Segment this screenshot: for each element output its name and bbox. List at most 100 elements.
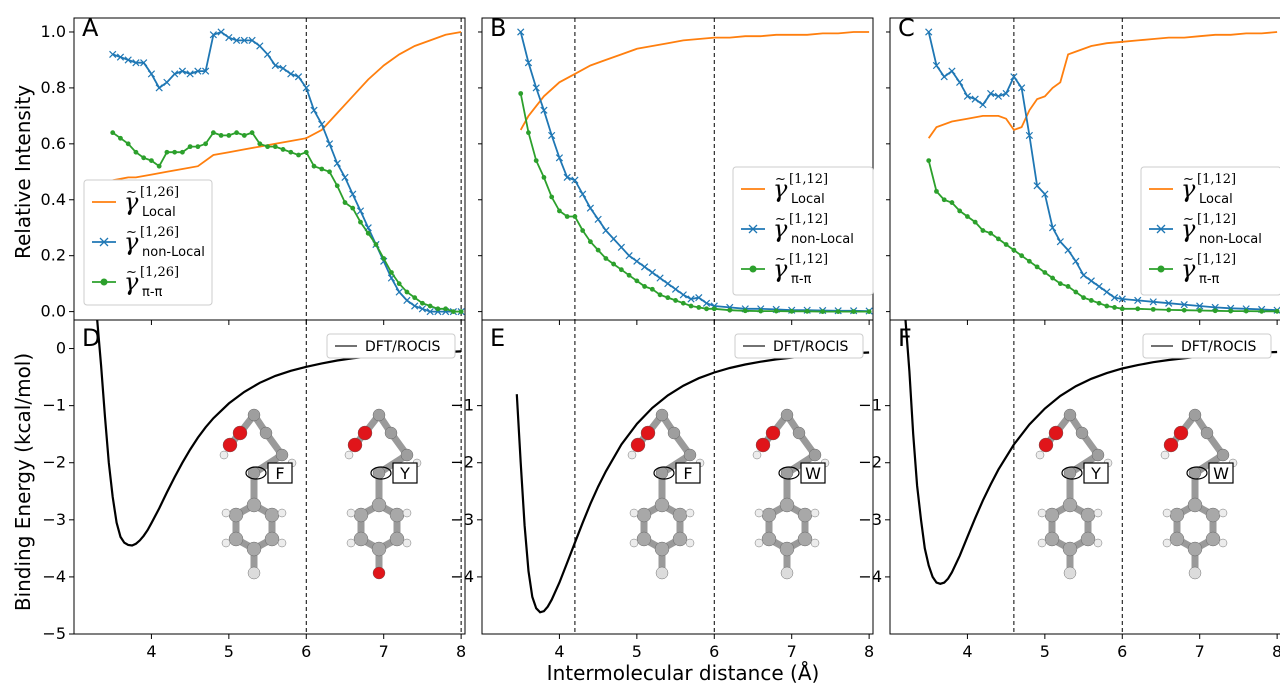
data-point-nonlocal	[418, 305, 427, 313]
data-point-pipi	[1181, 307, 1187, 313]
data-point-nonlocal	[1211, 303, 1219, 312]
data-point-pipi	[1212, 308, 1218, 314]
molecule-sketch: Y	[344, 408, 422, 580]
data-point-nonlocal	[517, 28, 525, 36]
data-point-nonlocal	[132, 59, 140, 67]
data-point-pipi	[249, 130, 255, 136]
atom	[246, 497, 262, 513]
data-point-pipi	[1065, 284, 1071, 289]
x-tick-label: 4	[554, 642, 564, 661]
x-tick-label: 8	[1272, 642, 1280, 661]
legend-tilde: ~	[1183, 212, 1194, 227]
atom	[389, 531, 405, 547]
series-line-local	[519, 31, 870, 131]
data-point-nonlocal	[987, 89, 995, 98]
y-tick-label: 0.0	[41, 302, 66, 321]
data-point-pipi	[218, 133, 224, 138]
data-point-pipi	[595, 247, 601, 253]
legend-superscript: [1,12]	[789, 212, 828, 227]
data-point-pipi	[118, 135, 123, 141]
data-point-pipi	[526, 130, 531, 136]
atom	[797, 531, 813, 547]
data-point-nonlocal	[302, 84, 310, 92]
data-point-pipi	[296, 152, 301, 158]
data-point-nonlocal	[617, 243, 625, 251]
atom	[372, 408, 386, 422]
residue-label: Y	[1090, 464, 1101, 483]
data-point-pipi	[241, 133, 247, 138]
x-tick-label: 4	[962, 642, 972, 661]
residue-label: W	[805, 464, 821, 483]
data-point-nonlocal	[1017, 84, 1026, 92]
data-point-nonlocal	[403, 296, 411, 305]
data-point-nonlocal	[1064, 246, 1072, 254]
legend-superscript: [1,26]	[140, 265, 179, 280]
data-point-pipi	[1112, 305, 1117, 310]
data-point-pipi	[288, 149, 294, 155]
legend-superscript: [1,26]	[140, 185, 179, 200]
data-point-nonlocal	[664, 280, 672, 288]
atom	[780, 566, 794, 580]
panel-d: D −5 −4 −3 −2 −1 0 4 5 6 7 8 F Y DFT/ROCIS	[42, 319, 466, 661]
molecule-sketch: F	[627, 408, 705, 580]
legend-superscript: [1,12]	[1197, 212, 1236, 227]
atom	[1205, 507, 1221, 523]
data-point-pipi	[957, 208, 963, 214]
data-point-nonlocal	[287, 70, 295, 78]
legend-tilde: ~	[1183, 252, 1194, 267]
data-point-nonlocal	[240, 36, 248, 44]
data-point-nonlocal	[217, 28, 225, 36]
atom	[685, 508, 695, 518]
atom	[765, 425, 781, 441]
atom	[1080, 507, 1096, 523]
atom	[232, 425, 248, 441]
legend-label-nonlocal: non-Local	[142, 245, 205, 260]
data-point-nonlocal	[1165, 299, 1173, 307]
data-point-nonlocal	[1103, 288, 1111, 296]
data-point-nonlocal	[341, 173, 349, 182]
x-tick-label: 6	[709, 642, 719, 661]
data-point-pipi	[835, 309, 841, 315]
data-point-pipi	[1259, 308, 1265, 314]
ring-marker	[245, 466, 267, 480]
series-line-nonlocal	[112, 30, 462, 313]
atom	[402, 508, 412, 518]
legend-label-nonlocal: non-Local	[1199, 232, 1262, 247]
legend-label-energy: DFT/ROCIS	[365, 339, 441, 355]
atom	[780, 408, 794, 422]
data-point-pipi	[665, 295, 671, 301]
atom	[1169, 507, 1185, 523]
data-point-nonlocal	[671, 285, 680, 293]
atom	[1162, 538, 1172, 548]
atom	[752, 450, 762, 460]
data-point-nonlocal	[1041, 190, 1049, 198]
data-point-pipi	[156, 163, 162, 169]
panel-e: E −4 −3 −2 −1 4 5 6 7 8 F W DFT/ROCIS	[450, 319, 874, 661]
data-point-pipi	[381, 256, 387, 261]
atom	[754, 508, 764, 518]
atom	[1037, 538, 1047, 548]
data-point-pipi	[851, 309, 857, 315]
legend-gamma: γ	[124, 268, 139, 296]
data-point-nonlocal	[687, 295, 695, 303]
legend-gamma: γ	[124, 188, 139, 216]
atom	[761, 507, 777, 523]
atom	[1169, 531, 1185, 547]
data-point-nonlocal	[925, 28, 933, 36]
data-point-nonlocal	[948, 67, 956, 75]
atom	[1162, 508, 1172, 518]
atom	[372, 566, 386, 580]
atom	[357, 425, 373, 441]
data-point-pipi	[172, 149, 178, 155]
data-point-nonlocal	[140, 59, 148, 67]
residue-label-box	[1208, 462, 1234, 484]
data-point-pipi	[265, 144, 270, 150]
legend-marker	[99, 237, 109, 247]
atom	[1075, 426, 1089, 440]
data-point-pipi	[995, 236, 1001, 242]
data-point-pipi	[972, 219, 978, 225]
data-point-nonlocal	[256, 42, 264, 50]
data-point-pipi	[203, 141, 209, 147]
atom	[1160, 450, 1170, 460]
